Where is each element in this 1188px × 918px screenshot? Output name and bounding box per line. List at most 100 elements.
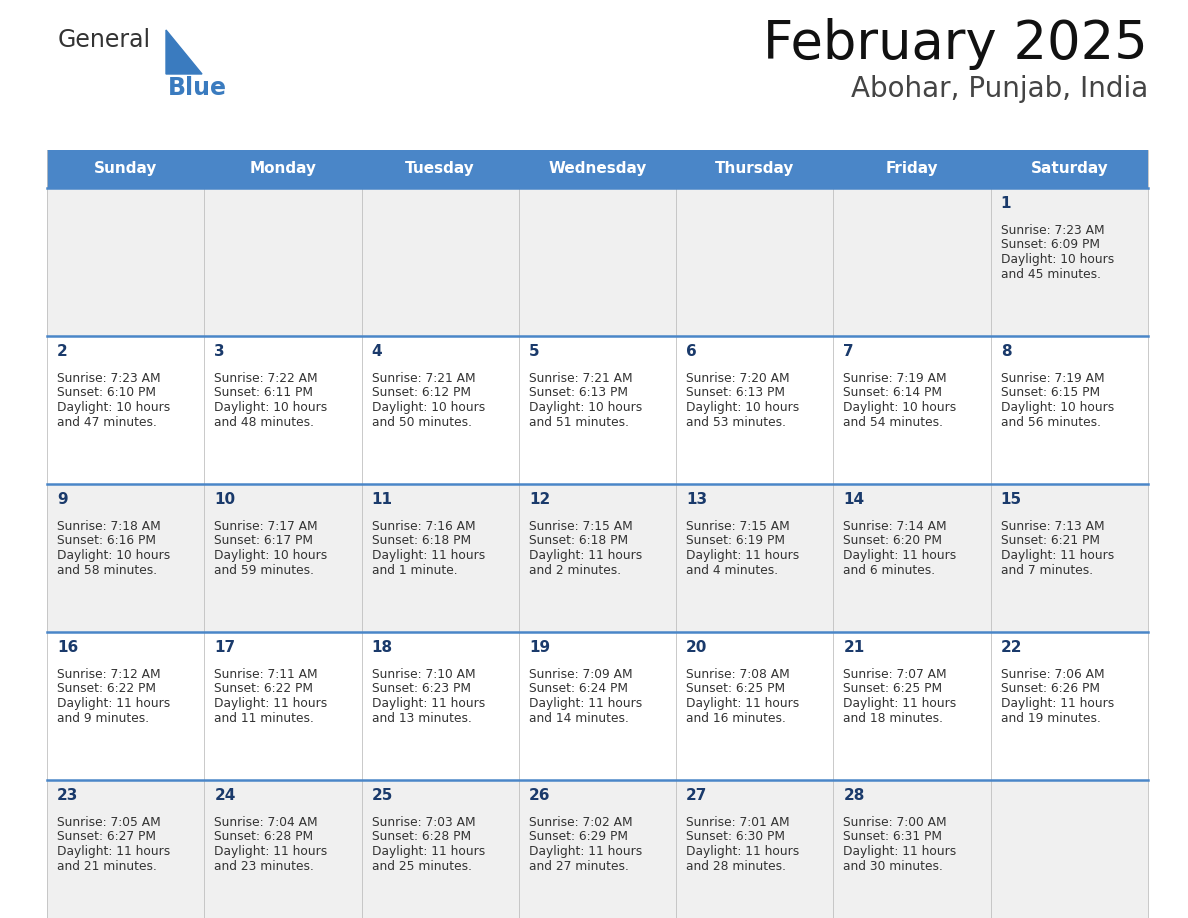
Text: Daylight: 10 hours: Daylight: 10 hours xyxy=(214,401,328,414)
Text: Tuesday: Tuesday xyxy=(405,162,475,176)
Text: 20: 20 xyxy=(687,640,708,655)
Text: and 56 minutes.: and 56 minutes. xyxy=(1000,416,1101,429)
Text: and 6 minutes.: and 6 minutes. xyxy=(843,564,936,577)
Text: Sunrise: 7:03 AM: Sunrise: 7:03 AM xyxy=(372,816,475,829)
Text: Daylight: 10 hours: Daylight: 10 hours xyxy=(372,401,485,414)
Text: Sunset: 6:11 PM: Sunset: 6:11 PM xyxy=(214,386,314,399)
Text: and 21 minutes.: and 21 minutes. xyxy=(57,859,157,872)
Text: and 14 minutes.: and 14 minutes. xyxy=(529,711,628,724)
Bar xyxy=(48,780,1148,918)
Text: and 58 minutes.: and 58 minutes. xyxy=(57,564,157,577)
Text: Friday: Friday xyxy=(886,162,939,176)
Text: 10: 10 xyxy=(214,492,235,507)
Text: Daylight: 11 hours: Daylight: 11 hours xyxy=(843,549,956,562)
Text: Sunrise: 7:20 AM: Sunrise: 7:20 AM xyxy=(687,372,790,385)
Text: Sunset: 6:27 PM: Sunset: 6:27 PM xyxy=(57,831,156,844)
Text: Saturday: Saturday xyxy=(1030,162,1108,176)
Text: Sunset: 6:10 PM: Sunset: 6:10 PM xyxy=(57,386,156,399)
Text: Daylight: 11 hours: Daylight: 11 hours xyxy=(529,549,642,562)
Text: Sunset: 6:13 PM: Sunset: 6:13 PM xyxy=(687,386,785,399)
Text: and 50 minutes.: and 50 minutes. xyxy=(372,416,472,429)
Text: 3: 3 xyxy=(214,344,225,359)
Text: Sunset: 6:18 PM: Sunset: 6:18 PM xyxy=(372,534,470,547)
Text: and 13 minutes.: and 13 minutes. xyxy=(372,711,472,724)
Text: and 28 minutes.: and 28 minutes. xyxy=(687,859,786,872)
Text: and 16 minutes.: and 16 minutes. xyxy=(687,711,786,724)
Bar xyxy=(48,336,1148,484)
Text: Daylight: 11 hours: Daylight: 11 hours xyxy=(843,697,956,710)
Text: Sunset: 6:24 PM: Sunset: 6:24 PM xyxy=(529,682,627,696)
Text: 8: 8 xyxy=(1000,344,1011,359)
Text: Sunset: 6:15 PM: Sunset: 6:15 PM xyxy=(1000,386,1100,399)
Text: and 53 minutes.: and 53 minutes. xyxy=(687,416,786,429)
Text: Sunset: 6:14 PM: Sunset: 6:14 PM xyxy=(843,386,942,399)
Text: Sunrise: 7:23 AM: Sunrise: 7:23 AM xyxy=(57,372,160,385)
Text: 28: 28 xyxy=(843,788,865,803)
Text: and 30 minutes.: and 30 minutes. xyxy=(843,859,943,872)
Text: Sunset: 6:09 PM: Sunset: 6:09 PM xyxy=(1000,239,1100,252)
Text: Sunset: 6:30 PM: Sunset: 6:30 PM xyxy=(687,831,785,844)
Text: Thursday: Thursday xyxy=(715,162,795,176)
Text: Wednesday: Wednesday xyxy=(549,162,646,176)
Text: 23: 23 xyxy=(57,788,78,803)
Text: 25: 25 xyxy=(372,788,393,803)
Text: Sunset: 6:29 PM: Sunset: 6:29 PM xyxy=(529,831,627,844)
Text: Daylight: 11 hours: Daylight: 11 hours xyxy=(1000,549,1114,562)
Text: Sunrise: 7:18 AM: Sunrise: 7:18 AM xyxy=(57,520,160,533)
Text: Daylight: 10 hours: Daylight: 10 hours xyxy=(843,401,956,414)
Text: General: General xyxy=(58,28,151,52)
Text: Sunrise: 7:11 AM: Sunrise: 7:11 AM xyxy=(214,668,318,681)
Text: Sunset: 6:28 PM: Sunset: 6:28 PM xyxy=(372,831,470,844)
Text: 21: 21 xyxy=(843,640,865,655)
Text: Sunrise: 7:12 AM: Sunrise: 7:12 AM xyxy=(57,668,160,681)
Text: Daylight: 11 hours: Daylight: 11 hours xyxy=(372,697,485,710)
Text: Sunrise: 7:23 AM: Sunrise: 7:23 AM xyxy=(1000,224,1105,237)
Bar xyxy=(48,632,1148,780)
Text: Daylight: 10 hours: Daylight: 10 hours xyxy=(214,549,328,562)
Text: Sunset: 6:28 PM: Sunset: 6:28 PM xyxy=(214,831,314,844)
Text: February 2025: February 2025 xyxy=(763,18,1148,70)
Text: Sunset: 6:31 PM: Sunset: 6:31 PM xyxy=(843,831,942,844)
Text: Sunset: 6:16 PM: Sunset: 6:16 PM xyxy=(57,534,156,547)
Text: Sunset: 6:20 PM: Sunset: 6:20 PM xyxy=(843,534,942,547)
Text: Sunrise: 7:02 AM: Sunrise: 7:02 AM xyxy=(529,816,632,829)
Text: Sunset: 6:26 PM: Sunset: 6:26 PM xyxy=(1000,682,1100,696)
Text: Sunset: 6:25 PM: Sunset: 6:25 PM xyxy=(843,682,942,696)
Text: 14: 14 xyxy=(843,492,865,507)
Text: Sunrise: 7:15 AM: Sunrise: 7:15 AM xyxy=(687,520,790,533)
Text: Sunrise: 7:07 AM: Sunrise: 7:07 AM xyxy=(843,668,947,681)
Text: 1: 1 xyxy=(1000,196,1011,211)
Text: Sunrise: 7:15 AM: Sunrise: 7:15 AM xyxy=(529,520,632,533)
Text: and 47 minutes.: and 47 minutes. xyxy=(57,416,157,429)
Text: Abohar, Punjab, India: Abohar, Punjab, India xyxy=(851,75,1148,103)
Text: Daylight: 11 hours: Daylight: 11 hours xyxy=(372,845,485,858)
Text: 4: 4 xyxy=(372,344,383,359)
Text: Sunset: 6:17 PM: Sunset: 6:17 PM xyxy=(214,534,314,547)
Text: 22: 22 xyxy=(1000,640,1022,655)
Text: Daylight: 11 hours: Daylight: 11 hours xyxy=(214,845,328,858)
Text: Sunset: 6:19 PM: Sunset: 6:19 PM xyxy=(687,534,785,547)
Text: Daylight: 10 hours: Daylight: 10 hours xyxy=(1000,253,1114,266)
Text: Daylight: 10 hours: Daylight: 10 hours xyxy=(57,549,170,562)
Text: Sunrise: 7:16 AM: Sunrise: 7:16 AM xyxy=(372,520,475,533)
Text: Daylight: 10 hours: Daylight: 10 hours xyxy=(529,401,642,414)
Text: 12: 12 xyxy=(529,492,550,507)
Text: Sunrise: 7:06 AM: Sunrise: 7:06 AM xyxy=(1000,668,1105,681)
Text: and 27 minutes.: and 27 minutes. xyxy=(529,859,628,872)
Text: and 19 minutes.: and 19 minutes. xyxy=(1000,711,1100,724)
Polygon shape xyxy=(166,30,202,74)
Text: and 9 minutes.: and 9 minutes. xyxy=(57,711,150,724)
Text: and 7 minutes.: and 7 minutes. xyxy=(1000,564,1093,577)
Text: 6: 6 xyxy=(687,344,697,359)
Text: and 48 minutes.: and 48 minutes. xyxy=(214,416,315,429)
Text: Sunrise: 7:05 AM: Sunrise: 7:05 AM xyxy=(57,816,160,829)
Text: Sunset: 6:25 PM: Sunset: 6:25 PM xyxy=(687,682,785,696)
Text: 18: 18 xyxy=(372,640,393,655)
Text: Daylight: 10 hours: Daylight: 10 hours xyxy=(57,401,170,414)
Text: 24: 24 xyxy=(214,788,235,803)
Text: 13: 13 xyxy=(687,492,707,507)
Text: Sunset: 6:22 PM: Sunset: 6:22 PM xyxy=(214,682,314,696)
Text: 11: 11 xyxy=(372,492,392,507)
Bar xyxy=(48,484,1148,632)
Text: Sunset: 6:13 PM: Sunset: 6:13 PM xyxy=(529,386,627,399)
